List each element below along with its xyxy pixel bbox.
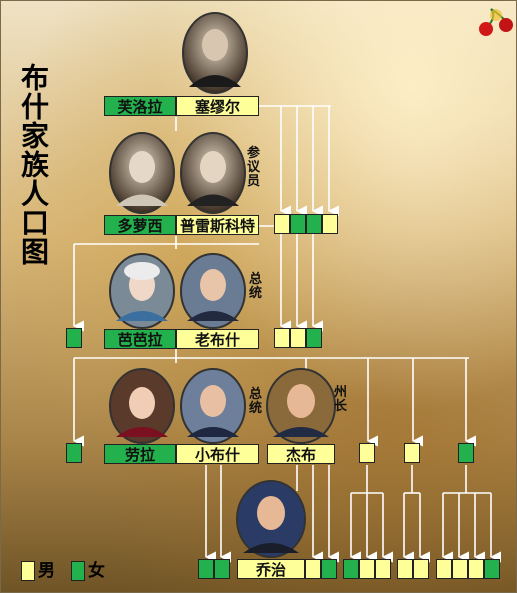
name-george-hw: 老布什: [176, 329, 259, 349]
title-senator: 参议员: [247, 146, 261, 189]
grandchild-box: [375, 559, 391, 579]
grandchild-box: [468, 559, 484, 579]
grandchild-box: [413, 559, 429, 579]
grandchild-box: [484, 559, 500, 579]
child-box: [322, 214, 338, 234]
grandchild-box: [359, 559, 375, 579]
portrait-barbara: [109, 253, 175, 329]
title-president-1: 总统: [249, 272, 263, 301]
grandchild-box: [198, 559, 214, 579]
grandchild-box: [214, 559, 230, 579]
grandchild-box: [452, 559, 468, 579]
child-box: [458, 443, 474, 463]
legend-male-swatch: [21, 561, 35, 581]
title-president-2: 总统: [249, 387, 263, 416]
portrait-prescott: [180, 132, 246, 214]
diagram-title: 布什家族人口图: [17, 63, 50, 266]
child-box: [290, 214, 306, 234]
child-box: [274, 328, 290, 348]
child-box: [359, 443, 375, 463]
grandchild-box: [397, 559, 413, 579]
name-prescott-wife: 芙洛拉: [104, 96, 176, 116]
legend-female-swatch: [71, 561, 85, 581]
portrait-george-p: [236, 480, 306, 558]
name-jeb: 杰布: [267, 444, 335, 464]
name-barbara: 芭芭拉: [104, 329, 176, 349]
cherries-icon: [479, 8, 513, 36]
title-governor: 州长: [334, 385, 348, 414]
legend-female-label: 女: [88, 561, 105, 581]
grandchild-box: [343, 559, 359, 579]
child-box: [404, 443, 420, 463]
child-box: [290, 328, 306, 348]
name-george-w: 小布什: [176, 444, 259, 464]
portrait-george-w: [180, 368, 246, 444]
name-dorothy: 多萝西: [104, 215, 176, 235]
child-box: [306, 214, 322, 234]
grandchild-box: [321, 559, 337, 579]
portrait-samuel: [182, 12, 248, 94]
name-laura: 劳拉: [104, 444, 176, 464]
child-box: [66, 443, 82, 463]
portrait-dorothy: [109, 132, 175, 214]
child-box: [274, 214, 290, 234]
legend-male-label: 男: [38, 561, 55, 581]
grandchild-box: [436, 559, 452, 579]
grandchild-box: [305, 559, 321, 579]
portrait-jeb: [266, 368, 336, 444]
portrait-george-hw: [180, 253, 246, 329]
name-george-p: 乔治: [237, 559, 305, 579]
child-box: [306, 328, 322, 348]
portrait-laura: [109, 368, 175, 444]
child-box: [66, 328, 82, 348]
name-samuel: 塞缪尔: [176, 96, 259, 116]
name-prescott: 普雷斯科特: [176, 215, 259, 235]
